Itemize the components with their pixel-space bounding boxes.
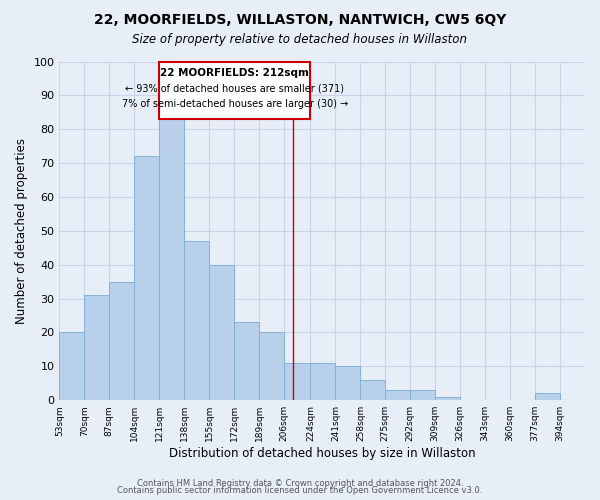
Text: 22, MOORFIELDS, WILLASTON, NANTWICH, CW5 6QY: 22, MOORFIELDS, WILLASTON, NANTWICH, CW5… <box>94 12 506 26</box>
Bar <box>284 363 310 400</box>
Bar <box>109 282 134 400</box>
FancyBboxPatch shape <box>159 62 310 119</box>
Text: ← 93% of detached houses are smaller (371): ← 93% of detached houses are smaller (37… <box>125 84 344 94</box>
Bar <box>184 241 209 400</box>
Bar <box>134 156 159 400</box>
Y-axis label: Number of detached properties: Number of detached properties <box>15 138 28 324</box>
Bar <box>535 394 560 400</box>
Bar <box>59 332 85 400</box>
Bar <box>435 397 460 400</box>
Bar <box>159 119 184 400</box>
Bar <box>310 363 335 400</box>
Bar <box>209 264 234 400</box>
Text: 7% of semi-detached houses are larger (30) →: 7% of semi-detached houses are larger (3… <box>122 99 348 109</box>
Bar <box>361 380 385 400</box>
Bar <box>259 332 284 400</box>
X-axis label: Distribution of detached houses by size in Willaston: Distribution of detached houses by size … <box>169 447 476 460</box>
Text: Size of property relative to detached houses in Willaston: Size of property relative to detached ho… <box>133 32 467 46</box>
Text: 22 MOORFIELDS: 212sqm: 22 MOORFIELDS: 212sqm <box>160 68 309 78</box>
Bar <box>335 366 361 400</box>
Bar <box>234 322 259 400</box>
Bar <box>385 390 410 400</box>
Bar <box>410 390 435 400</box>
Bar <box>85 295 109 400</box>
Text: Contains HM Land Registry data © Crown copyright and database right 2024.: Contains HM Land Registry data © Crown c… <box>137 478 463 488</box>
Text: Contains public sector information licensed under the Open Government Licence v3: Contains public sector information licen… <box>118 486 482 495</box>
